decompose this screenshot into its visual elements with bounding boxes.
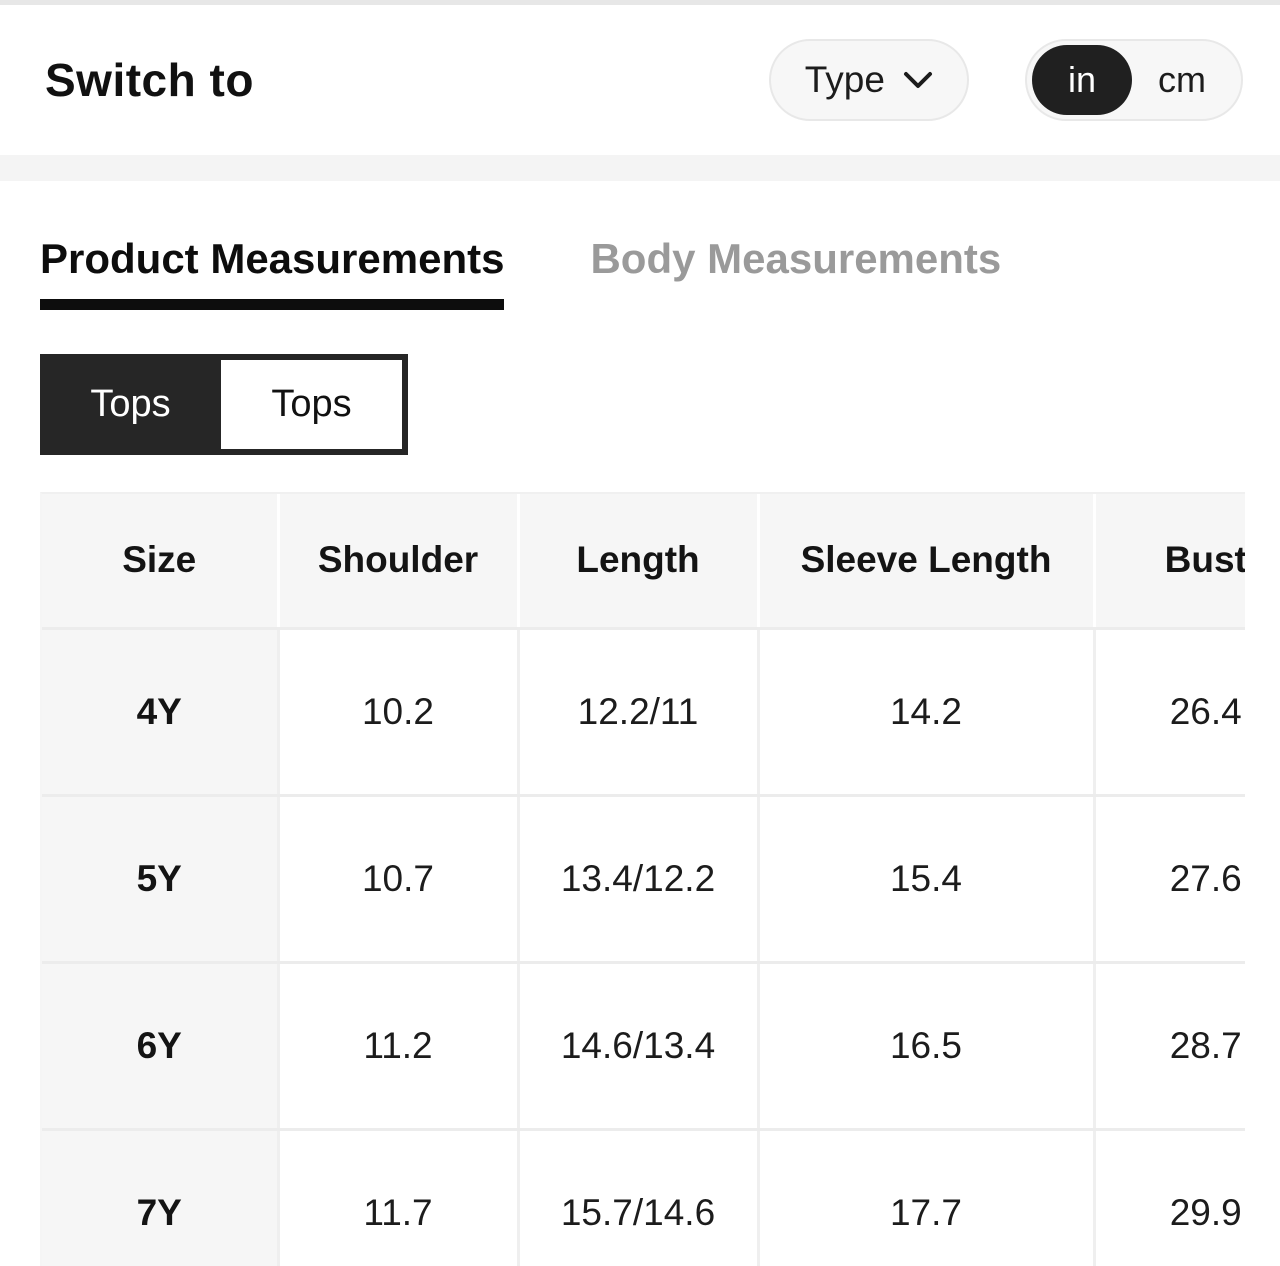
table-row: 4Y 10.2 12.2/11 14.2 26.4 <box>42 628 1245 797</box>
size-chart-table: Size Shoulder Length Sleeve Length Bust … <box>42 494 1245 1266</box>
column-header-length: Length <box>518 494 760 630</box>
table-cell: 15.4 <box>758 795 1096 964</box>
size-chart-table-container[interactable]: Size Shoulder Length Sleeve Length Bust … <box>40 492 1245 1266</box>
table-cell: 10.7 <box>278 795 520 964</box>
top-divider-strip <box>0 0 1280 5</box>
table-cell: 27.6 <box>1094 795 1245 964</box>
table-row: 5Y 10.7 13.4/12.2 15.4 27.6 <box>42 795 1245 964</box>
type-dropdown-label: Type <box>804 59 885 100</box>
unit-toggle: in cm <box>1024 39 1243 121</box>
column-header-sleeve-length: Sleeve Length <box>758 494 1096 630</box>
table-cell: 29.9 <box>1094 1129 1245 1266</box>
section-divider-band <box>0 155 1280 181</box>
page-title: Switch to <box>45 54 254 106</box>
table-row: 6Y 11.2 14.6/13.4 16.5 28.7 <box>42 962 1245 1131</box>
size-cell: 6Y <box>42 962 280 1131</box>
table-cell: 11.7 <box>278 1129 520 1266</box>
unit-option-in[interactable]: in <box>1031 45 1132 115</box>
tab-product-measurements[interactable]: Product Measurements <box>40 235 505 310</box>
table-row: 7Y 11.7 15.7/14.6 17.7 29.9 <box>42 1129 1245 1266</box>
size-cell: 7Y <box>42 1129 280 1266</box>
header-controls: Type in cm <box>768 39 1243 121</box>
table-cell: 28.7 <box>1094 962 1245 1131</box>
table-cell: 16.5 <box>758 962 1096 1131</box>
table-cell: 17.7 <box>758 1129 1096 1266</box>
tab-body-measurements[interactable]: Body Measurements <box>590 235 1002 282</box>
size-cell: 4Y <box>42 628 280 797</box>
size-cell: 5Y <box>42 795 280 964</box>
column-header-size: Size <box>42 494 280 630</box>
table-cell: 11.2 <box>278 962 520 1131</box>
table-cell: 14.6/13.4 <box>518 962 760 1131</box>
table-cell: 13.4/12.2 <box>518 795 760 964</box>
table-header-row: Size Shoulder Length Sleeve Length Bust <box>42 494 1245 630</box>
chevron-down-icon <box>903 71 933 89</box>
table-cell: 15.7/14.6 <box>518 1129 760 1266</box>
column-header-shoulder: Shoulder <box>278 494 520 630</box>
table-cell: 26.4 <box>1094 628 1245 797</box>
table-cell: 14.2 <box>758 628 1096 797</box>
table-cell: 12.2/11 <box>518 628 760 797</box>
table-cell: 10.2 <box>278 628 520 797</box>
category-option-tops[interactable]: Tops <box>221 360 402 449</box>
unit-option-cm[interactable]: cm <box>1158 59 1206 100</box>
column-header-bust: Bust <box>1094 494 1245 630</box>
measurement-tabs: Product Measurements Body Measurements <box>40 235 1280 310</box>
type-dropdown-button[interactable]: Type <box>768 39 969 121</box>
switch-to-header: Switch to Type in cm <box>0 5 1280 155</box>
category-option-tops-selected[interactable]: Tops <box>90 383 171 425</box>
category-toggle: Tops Tops <box>40 354 408 455</box>
